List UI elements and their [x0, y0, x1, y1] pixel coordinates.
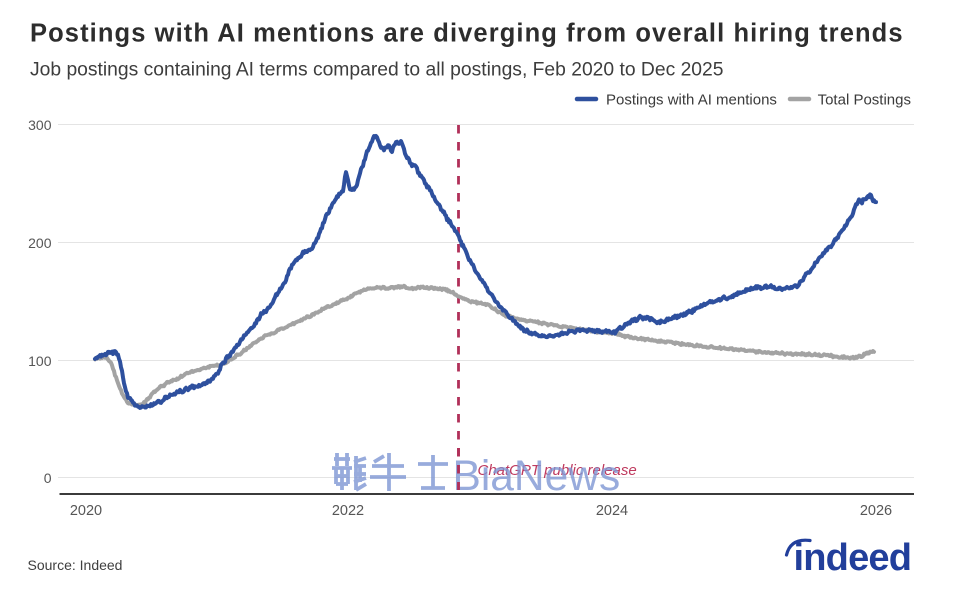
svg-text:2022: 2022	[332, 503, 364, 519]
svg-text:Source: Indeed: Source: Indeed	[28, 557, 123, 573]
svg-text:Postings with AI mentions are: Postings with AI mentions are diverging …	[30, 20, 904, 48]
svg-text:Job postings containing AI ter: Job postings containing AI terms compare…	[30, 60, 723, 81]
svg-text:Total Postings: Total Postings	[818, 91, 911, 108]
svg-text:100: 100	[28, 353, 52, 369]
svg-text:BiaNews: BiaNews	[453, 453, 621, 500]
svg-text:300: 300	[28, 117, 52, 133]
svg-text:ChatGPT public release: ChatGPT public release	[478, 462, 637, 479]
svg-text:Postings with AI mentions: Postings with AI mentions	[606, 91, 777, 108]
svg-text:200: 200	[28, 235, 52, 251]
svg-text:2026: 2026	[860, 503, 892, 519]
svg-text:2024: 2024	[596, 503, 628, 519]
svg-text:2020: 2020	[70, 503, 102, 519]
svg-text:0: 0	[44, 470, 52, 486]
svg-text:indeed: indeed	[794, 537, 912, 579]
